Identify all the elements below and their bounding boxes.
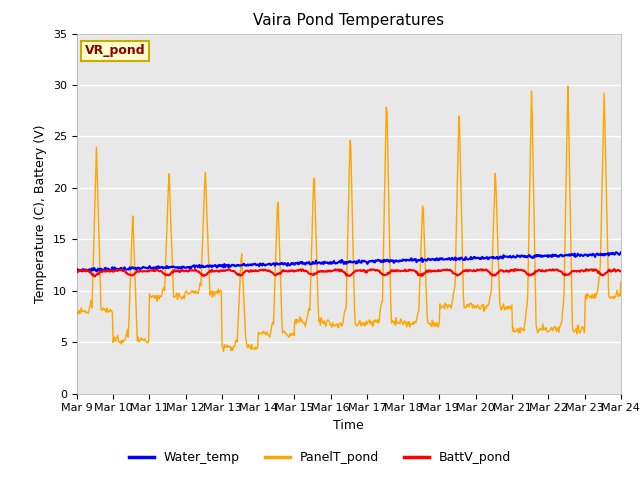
Legend: Water_temp, PanelT_pond, BattV_pond: Water_temp, PanelT_pond, BattV_pond [124,446,516,469]
X-axis label: Time: Time [333,419,364,432]
Text: VR_pond: VR_pond [85,44,145,58]
Title: Vaira Pond Temperatures: Vaira Pond Temperatures [253,13,444,28]
Y-axis label: Temperature (C), Battery (V): Temperature (C), Battery (V) [35,124,47,303]
